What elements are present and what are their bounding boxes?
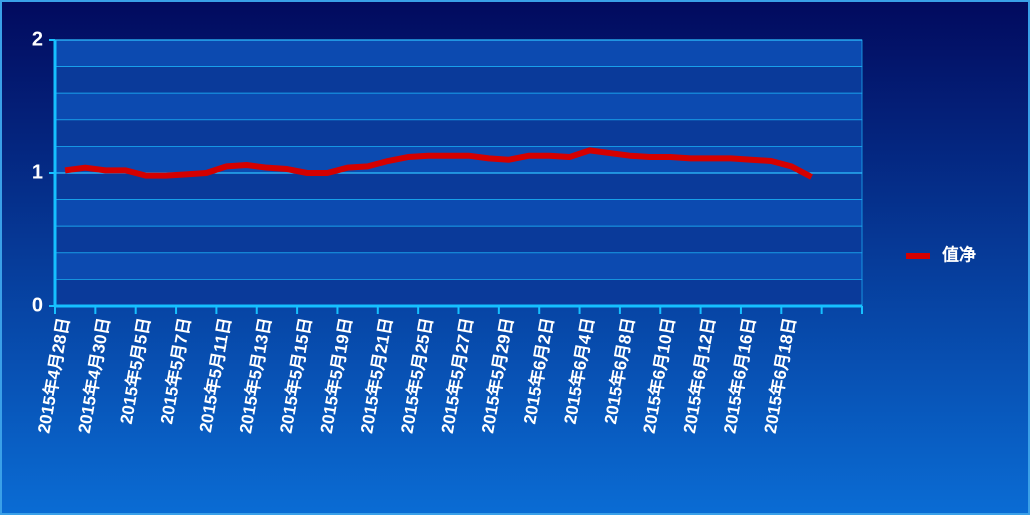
y-tick-label: 1 [32, 161, 43, 183]
line [64, 147, 813, 180]
band [54, 225, 863, 254]
band [54, 119, 863, 147]
y-tick-label: 0 [32, 294, 43, 316]
band [54, 278, 863, 307]
y-tick-label: 2 [32, 28, 43, 50]
band [54, 199, 863, 227]
band [54, 92, 863, 121]
legend-label: 值净 [942, 244, 976, 264]
band [54, 252, 863, 280]
band [54, 66, 863, 94]
band [54, 39, 863, 68]
